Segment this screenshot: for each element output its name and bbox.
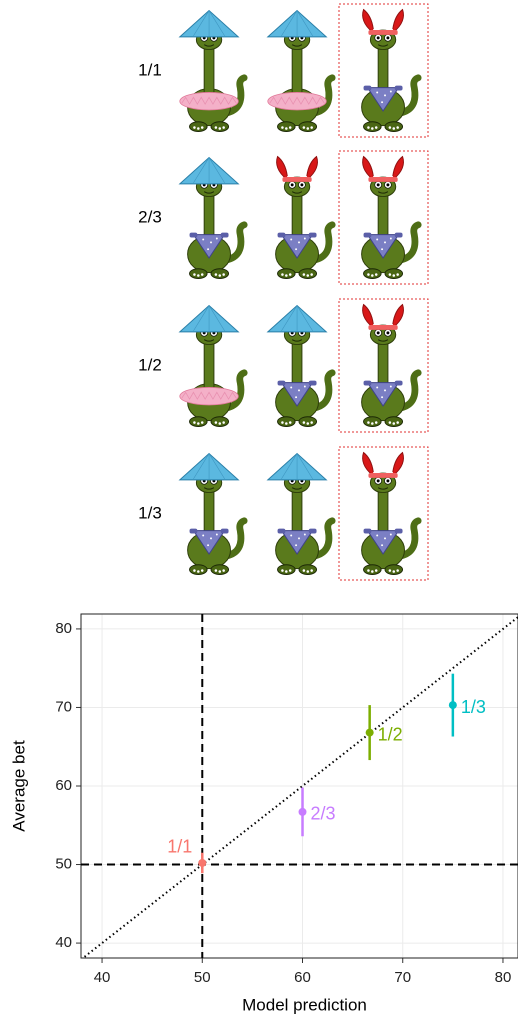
x-tick-label: 70 [394, 969, 411, 986]
point [448, 701, 457, 710]
dinosaur [179, 453, 245, 575]
dinosaur-part [188, 30, 245, 131]
dinosaur-part [362, 452, 404, 479]
x-tick-label: 80 [495, 969, 512, 986]
dinosaur-part [276, 30, 333, 131]
dinosaur [362, 156, 419, 279]
dinosaur [179, 305, 245, 427]
dinosaur [267, 305, 333, 427]
dinosaur-part [362, 156, 404, 183]
dinosaur-part [362, 325, 419, 426]
dinosaur-part [362, 30, 419, 131]
x-tick-label: 60 [294, 969, 311, 986]
dinosaur-part [179, 92, 239, 111]
dinosaur-part [267, 92, 327, 111]
dinosaur-part [362, 304, 404, 331]
highlight-box [338, 3, 429, 138]
dinosaur [179, 157, 245, 279]
dinosaur-part [362, 9, 404, 36]
dinosaur-part [179, 157, 239, 185]
chart: 40 50 60 70 80 40 50 60 70 80 1/1 2/3 1/2 1/3 Model pr… [9, 613, 518, 1014]
identity-line [81, 615, 518, 958]
dinosaur [362, 9, 419, 132]
point-label: 1/1 [167, 837, 192, 857]
row-label: 1/1 [138, 60, 162, 79]
dinosaur-part [179, 453, 239, 481]
dinosaur-part [188, 473, 245, 574]
point [298, 807, 307, 816]
highlight-box [338, 150, 429, 285]
dinosaur-part [188, 177, 245, 278]
point [365, 728, 374, 737]
dinosaur-part [362, 177, 419, 278]
dinosaur-part [267, 10, 327, 38]
y-tick-label: 50 [55, 856, 72, 873]
x-axis-title: Model prediction [242, 995, 367, 1014]
dinosaur [267, 10, 333, 132]
y-tick-label: 60 [55, 777, 72, 794]
point-label: 1/3 [461, 697, 486, 717]
dinosaur-part [276, 325, 333, 426]
plot-border [80, 613, 518, 959]
y-tick-label: 40 [55, 934, 72, 951]
dinosaur-part [179, 387, 239, 406]
dinosaur [362, 304, 419, 427]
point-label: 1/2 [378, 724, 403, 744]
dinosaur-part [276, 473, 333, 574]
row-label: 1/2 [138, 355, 162, 374]
point-label: 2/3 [311, 804, 336, 824]
dinosaur [179, 10, 245, 132]
dinosaur-part [276, 156, 318, 183]
point [198, 858, 207, 867]
y-tick-label: 80 [55, 620, 72, 637]
row-label: 1/3 [138, 503, 162, 522]
dinosaur [267, 453, 333, 575]
dinosaur-part [276, 177, 333, 278]
y-axis-title: Average bet [9, 740, 28, 832]
y-tick-label: 70 [55, 698, 72, 715]
x-tick-label: 40 [94, 969, 111, 986]
dinosaur-part [179, 10, 239, 38]
dinosaur-part [179, 305, 239, 333]
dinosaur-part [267, 305, 327, 333]
row-label: 2/3 [138, 207, 162, 226]
highlight-box [338, 298, 429, 433]
x-tick-label: 50 [194, 969, 211, 986]
dinosaur-part [188, 325, 245, 426]
highlight-box [338, 446, 429, 581]
stimuli: 1/1 2/3 1/2 1/3 [138, 3, 429, 581]
dinosaur [276, 156, 333, 279]
dinosaur-part [267, 453, 327, 481]
dinosaur [362, 452, 419, 575]
dinosaur-part [362, 473, 419, 574]
